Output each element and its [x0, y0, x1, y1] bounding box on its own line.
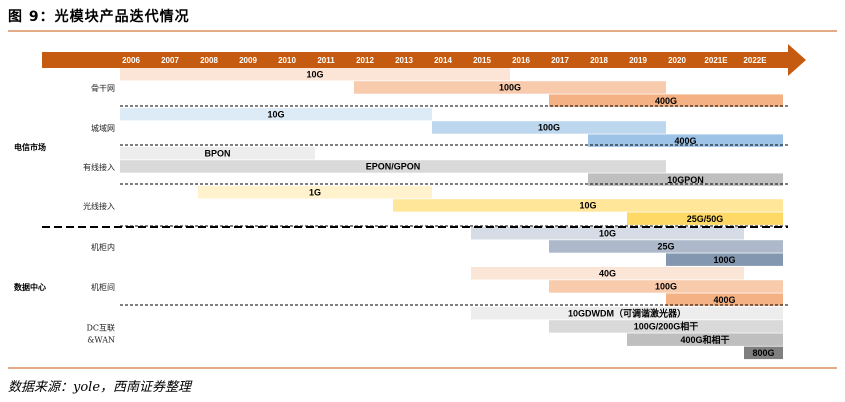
timeline-bar [549, 320, 783, 333]
group-label: 数据中心 [14, 282, 46, 292]
bar-label: BPON [204, 149, 230, 159]
bar-label: 40G [599, 269, 616, 279]
timeline-bar [549, 240, 783, 253]
row-label: &WAN [87, 335, 115, 344]
bar-label: 100G [499, 83, 521, 93]
year-label: 2017 [551, 56, 569, 65]
timeline-bar [666, 293, 783, 306]
bar-label: 10G [306, 70, 323, 80]
timeline-bar [471, 227, 744, 240]
bar-label: 100G [713, 255, 735, 265]
year-label: 2018 [590, 56, 608, 65]
timeline-bar [549, 280, 783, 293]
year-label: 2021E [704, 56, 728, 65]
row-label: 骨干网 [91, 84, 115, 93]
year-label: 2019 [629, 56, 647, 65]
year-label: 2013 [395, 56, 413, 65]
year-label: 2016 [512, 56, 530, 65]
bar-label: 25G [657, 242, 674, 252]
timeline-bar [627, 333, 783, 346]
group-label: 电信市场 [14, 142, 46, 152]
year-label: 2010 [278, 56, 296, 65]
timeline-bar [744, 346, 783, 360]
timeline-bar [354, 81, 666, 94]
row-label: 城域网 [91, 123, 115, 133]
year-label: 2009 [239, 56, 257, 65]
bar-label: 1G [309, 188, 321, 198]
data-source-note: 数据来源：yole，西南证券整理 [8, 380, 192, 395]
bar-label: 800G [752, 348, 774, 358]
row-label: DC互联 [86, 323, 115, 332]
bar-label: 25G/50G [687, 214, 724, 224]
year-label: 2020 [668, 56, 686, 65]
timeline-bar [471, 307, 783, 320]
timeline-bar [120, 147, 315, 160]
timeline-bar [120, 108, 432, 121]
bar-label: 10G [579, 201, 596, 211]
timeline-bar [627, 212, 783, 225]
bar-label: 400G和相干 [680, 334, 729, 345]
year-label: 2011 [317, 56, 335, 65]
timeline-bar [393, 199, 783, 212]
timeline-bar [666, 253, 783, 266]
year-label: 2006 [122, 56, 140, 65]
bar-label: 10G [267, 110, 284, 120]
figure-title: 图 9：光模块产品迭代情况 [8, 9, 190, 25]
timeline-bar [198, 186, 432, 199]
bar-label: 400G [674, 136, 696, 146]
row-label: 有线接入 [83, 162, 115, 172]
timeline-bar [120, 68, 510, 81]
row-label: 光线接入 [83, 201, 115, 211]
bar-label: 100G [655, 282, 677, 292]
bar-label: 100G/200G相干 [634, 321, 699, 332]
timeline-bar [549, 94, 783, 107]
timeline-bar [432, 121, 666, 134]
bar-label: 10GDWDM（可调谐激光器） [568, 308, 686, 319]
year-label: 2007 [161, 56, 179, 65]
timeline-bar [588, 134, 783, 147]
bar-label: EPON/GPON [366, 162, 421, 172]
timeline-bar [471, 267, 744, 280]
year-label: 2008 [200, 56, 218, 65]
bar-label: 400G [713, 295, 735, 305]
bar-label: 10GPON [667, 175, 704, 185]
row-label: 机柜内 [91, 242, 115, 252]
bar-label: 100G [538, 123, 560, 133]
bar-label: 10G [599, 229, 616, 239]
year-label: 2022E [743, 56, 767, 65]
year-label: 2015 [473, 56, 491, 65]
row-label: 机柜间 [91, 282, 115, 292]
timeline-bar [120, 160, 666, 173]
bar-label: 400G [655, 96, 677, 106]
year-label: 2012 [356, 56, 374, 65]
year-label: 2014 [434, 56, 452, 65]
timeline-bar [588, 173, 783, 186]
